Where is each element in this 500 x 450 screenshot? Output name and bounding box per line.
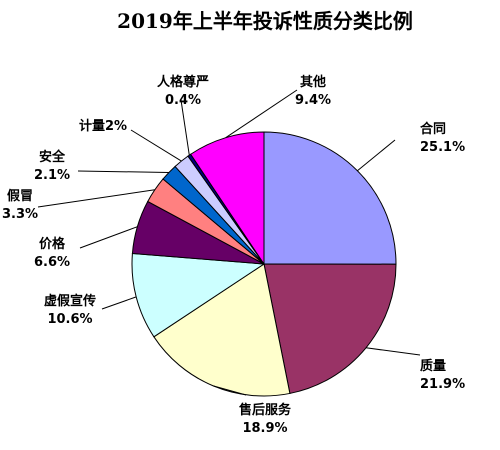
slice-value-4: 6.6% — [34, 255, 70, 270]
leader-line-1 — [365, 347, 421, 356]
leader-line-9 — [225, 89, 298, 139]
pie-slice-0 — [263, 131, 397, 265]
slice-value-8: 0.4% — [165, 93, 201, 108]
slice-name-8: 人格尊严 — [157, 74, 209, 90]
leader-line-5 — [37, 189, 155, 208]
slice-value-5: 3.3% — [2, 207, 38, 222]
slice-value-6: 2.1% — [34, 168, 70, 183]
slice-labels: 合同 25.1% 质量 21.9% 售后服务 18.9% 虚假宣传 10.6% 价格 6.6% 假冒… — [2, 74, 465, 436]
slice-value-9: 9.4% — [295, 93, 331, 108]
slice-name-2: 售后服务 — [239, 402, 292, 418]
slice-value-3: 10.6% — [47, 312, 92, 327]
slice-name-3: 虚假宣传 — [44, 293, 96, 309]
pie-slice-1 — [263, 263, 397, 395]
slice-value-0: 25.1% — [420, 140, 465, 155]
slice-name-1: 质量 — [420, 358, 446, 374]
leader-lines — [37, 89, 421, 396]
slice-name-6: 安全 — [39, 149, 66, 165]
leader-line-8 — [180, 99, 190, 156]
chart-title: 2019年上半年投诉性质分类比例 — [117, 9, 413, 33]
slice-value-2: 18.9% — [242, 421, 287, 436]
leader-line-6 — [77, 170, 169, 173]
slice-name-4: 价格 — [39, 236, 66, 252]
leader-line-3 — [101, 296, 137, 310]
slice-value-1: 21.9% — [420, 377, 465, 392]
leader-line-2 — [213, 385, 247, 396]
pie-slice-9 — [189, 131, 265, 266]
slice-name-5: 假冒 — [7, 188, 33, 204]
slice-name-9: 其他 — [300, 74, 326, 90]
leader-line-7 — [130, 129, 182, 162]
pie-slices — [131, 131, 397, 397]
leader-line-0 — [357, 139, 396, 172]
slice-name-0: 合同 — [420, 121, 446, 137]
leader-line-4 — [79, 226, 138, 249]
slice-label-7: 计量2% — [79, 118, 127, 134]
